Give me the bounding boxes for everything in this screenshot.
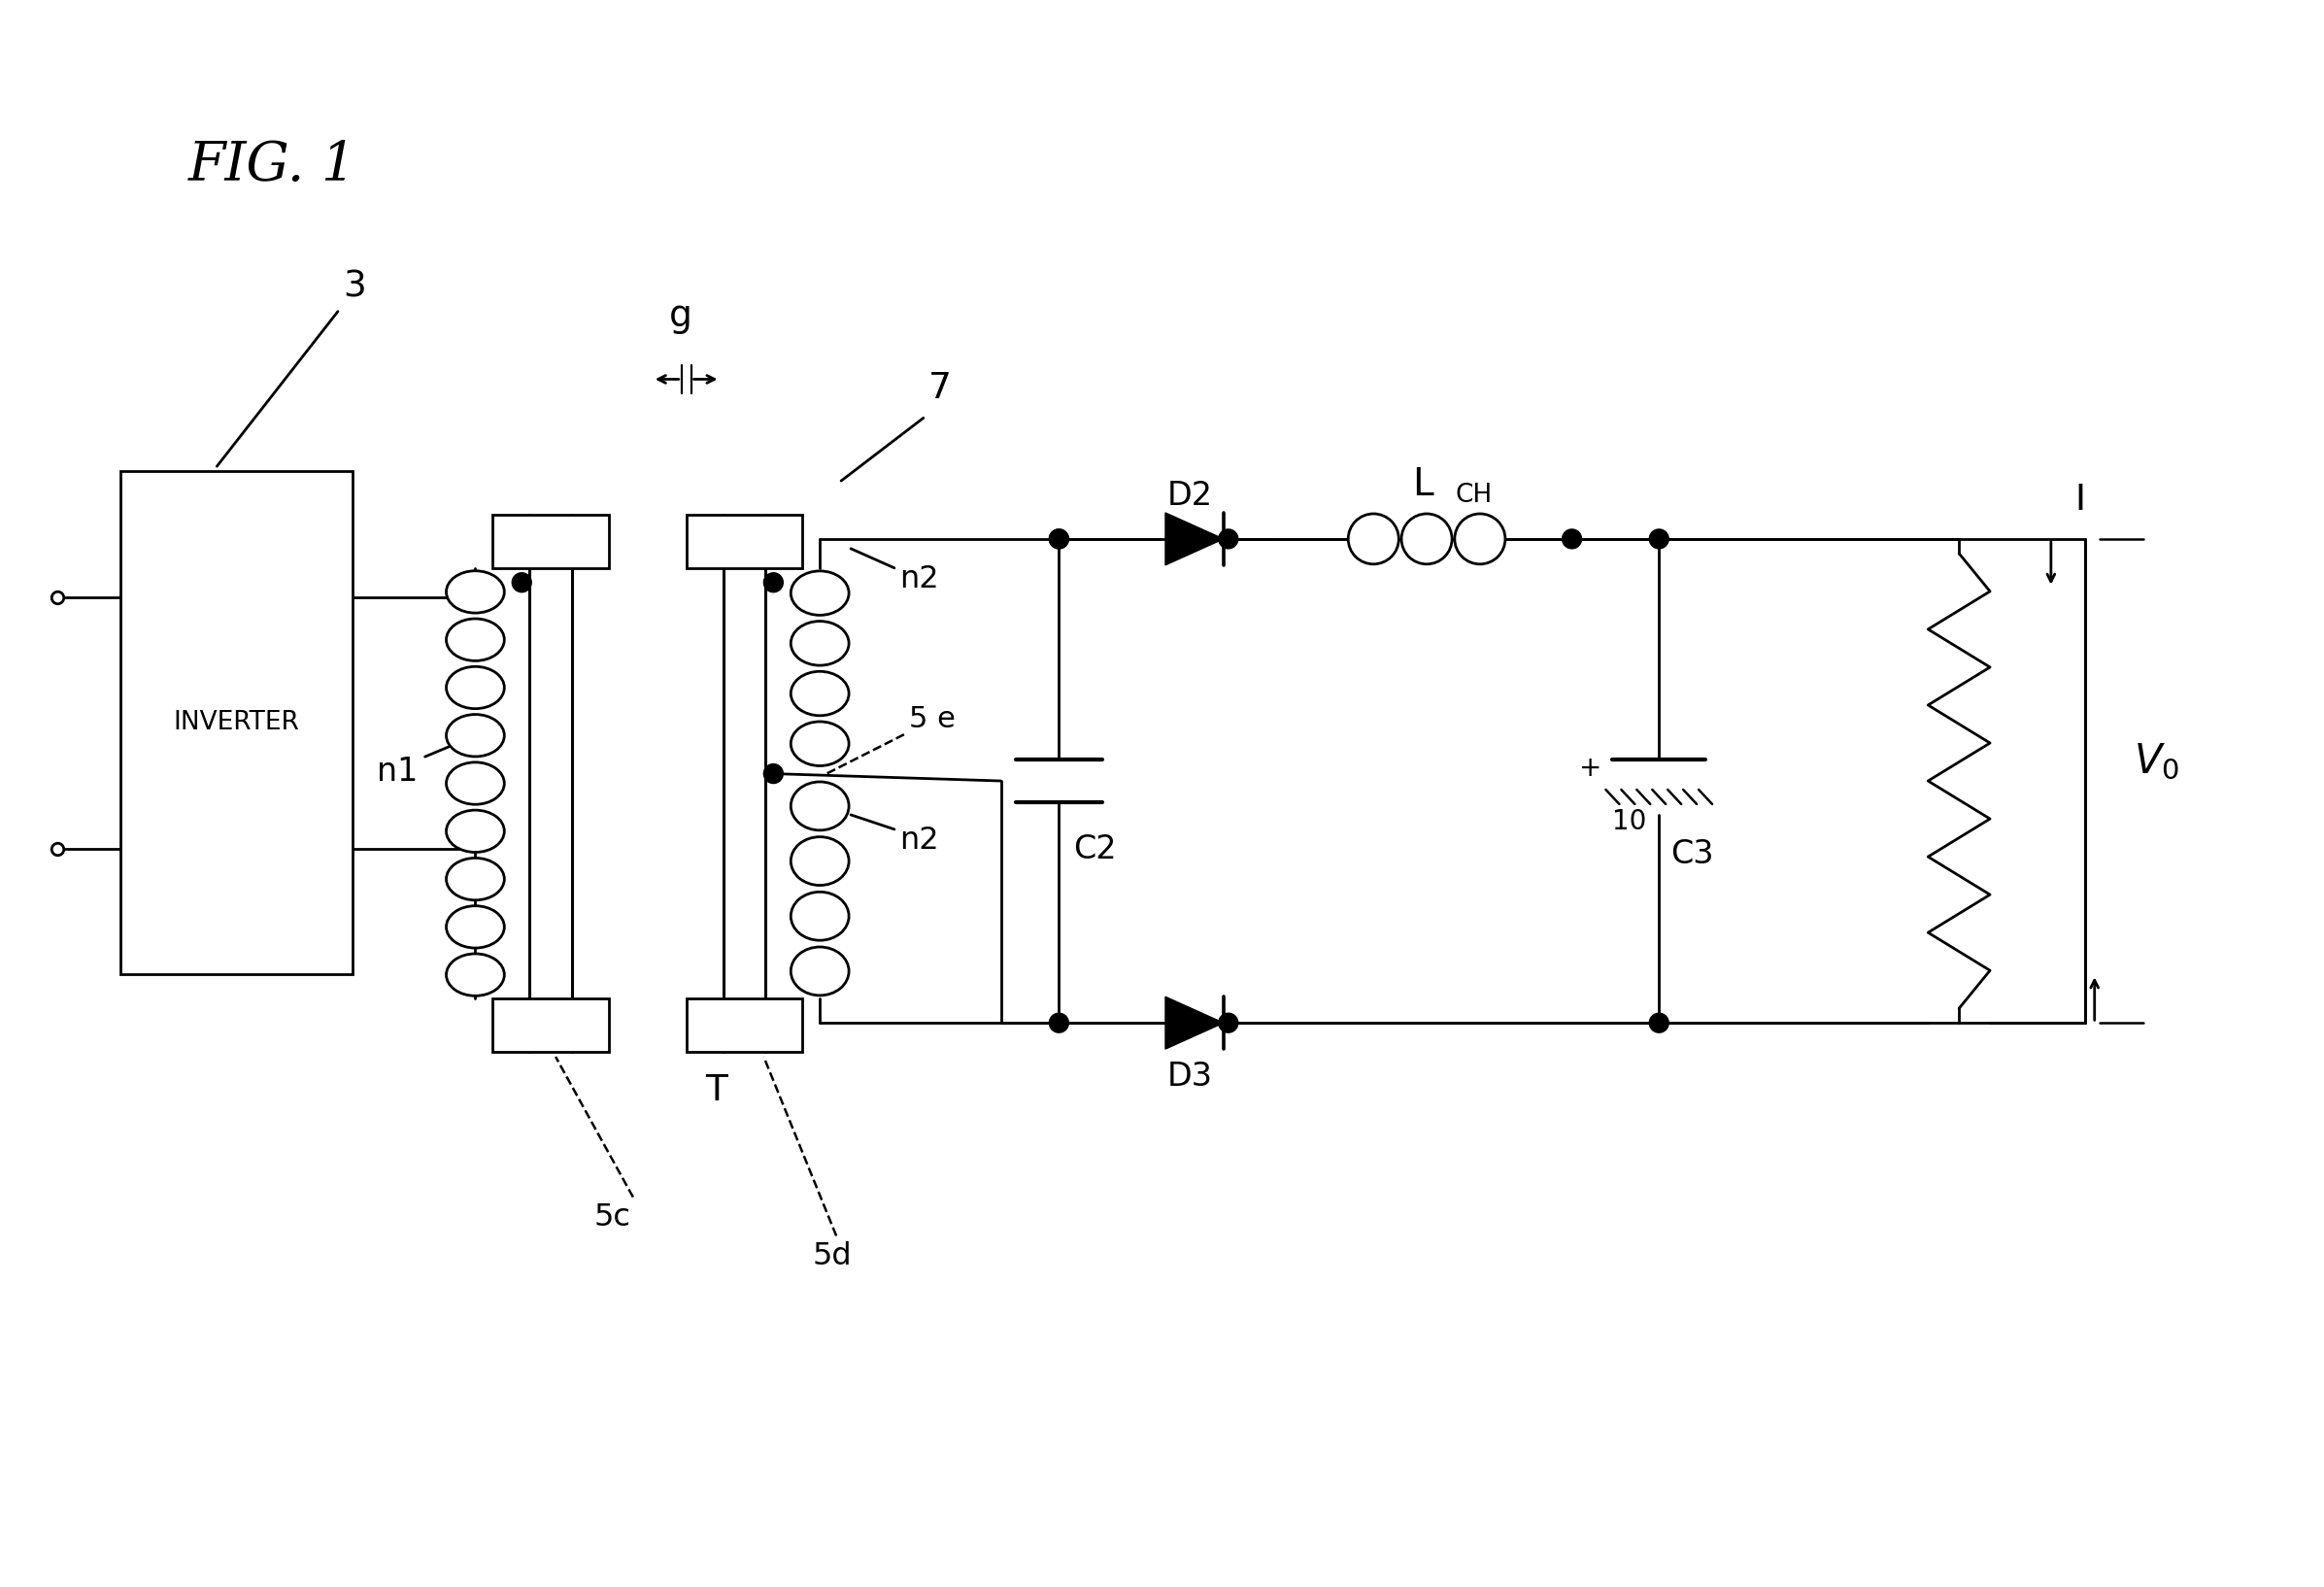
Text: $V_0$: $V_0$ [2133,741,2180,782]
Circle shape [765,763,783,784]
Text: g: g [669,298,693,333]
Text: D3: D3 [1167,1060,1213,1092]
Ellipse shape [446,571,504,613]
Ellipse shape [1401,514,1452,563]
Circle shape [765,573,783,592]
Text: I: I [2075,482,2087,517]
Text: D2: D2 [1167,479,1213,513]
Text: +: + [1578,755,1601,782]
Ellipse shape [446,809,504,852]
Text: L: L [1413,467,1434,503]
Text: n1: n1 [376,755,418,787]
Ellipse shape [446,906,504,947]
Ellipse shape [446,619,504,660]
Ellipse shape [790,947,848,995]
Circle shape [1048,528,1069,549]
Ellipse shape [790,836,848,886]
Ellipse shape [790,892,848,941]
Circle shape [1218,528,1239,549]
Ellipse shape [1348,514,1399,563]
Circle shape [1048,1013,1069,1033]
Bar [493,514,609,568]
Text: T: T [706,1073,727,1108]
Polygon shape [1164,997,1222,1049]
Bar [686,514,802,568]
Ellipse shape [446,667,504,709]
Ellipse shape [790,621,848,665]
Circle shape [1650,1013,1669,1033]
Text: 7: 7 [927,371,951,406]
Bar [686,998,802,1052]
Circle shape [1562,528,1583,549]
Polygon shape [1164,513,1222,565]
Bar [493,998,609,1052]
Ellipse shape [790,571,848,616]
Ellipse shape [1455,514,1506,563]
Text: C3: C3 [1671,838,1713,870]
Text: n2: n2 [899,825,939,855]
Circle shape [1650,528,1669,549]
Text: INVERTER: INVERTER [174,711,300,735]
Ellipse shape [446,954,504,995]
Text: FIG. 1: FIG. 1 [188,140,356,192]
Ellipse shape [446,714,504,757]
Bar [121,471,353,974]
Ellipse shape [446,859,504,900]
Ellipse shape [446,762,504,805]
Text: 10: 10 [1613,808,1648,835]
Text: n2: n2 [899,563,939,594]
Circle shape [511,573,532,592]
Circle shape [1218,1013,1239,1033]
Text: 3: 3 [342,270,365,305]
Ellipse shape [790,671,848,716]
Text: 5d: 5d [811,1241,851,1271]
Text: 5c: 5c [595,1203,632,1233]
Text: CH: CH [1455,482,1492,508]
Text: 5 e: 5 e [909,705,955,733]
Text: C2: C2 [1074,833,1118,865]
Ellipse shape [790,782,848,830]
Circle shape [1048,528,1069,549]
Ellipse shape [790,722,848,767]
